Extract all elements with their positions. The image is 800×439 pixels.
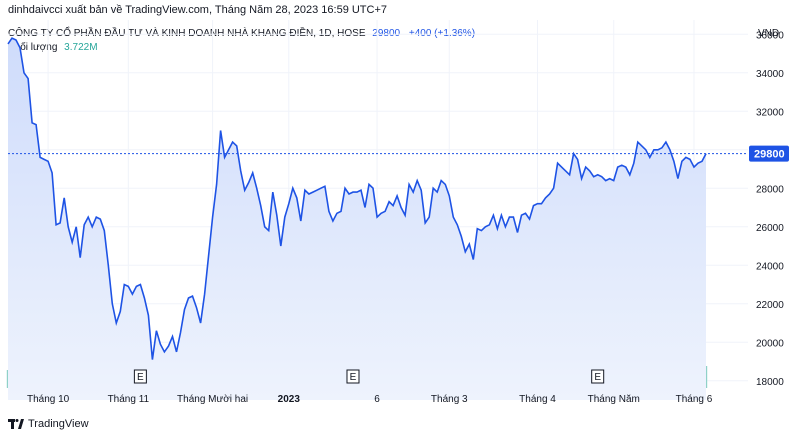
legend-last-price: 29800: [372, 28, 401, 39]
last-price-tag-bg: [749, 145, 789, 162]
price-line: [7, 37, 707, 360]
x-tick-label: Tháng 11: [108, 394, 150, 405]
y-tick-label: 20000: [756, 338, 784, 349]
x-tick-label: 6: [374, 394, 380, 405]
x-tick-label: Tháng Năm: [588, 394, 640, 405]
publisher-line: dinhdaivcci xuất bản về TradingView.com,…: [8, 4, 388, 16]
last-price-tag: 29800: [749, 145, 789, 162]
x-tick-label: Tháng 10: [27, 394, 70, 405]
y-axis-labels: 1800020000220002400026000280003000032000…: [756, 30, 784, 388]
last-price-tag-text: 29800: [754, 149, 785, 161]
y-tick-label: 22000: [756, 300, 784, 311]
symbol-name: CÔNG TY CỔ PHẦN ĐẦU TƯ VÀ KINH DOANH NHÀ…: [8, 28, 366, 39]
x-tick-label: Tháng 4: [519, 394, 556, 405]
earnings-marker-label: E: [594, 372, 601, 383]
x-axis-labels: Tháng 10 Tháng 11 Tháng Mười hai 2023 6 Tháng…: [27, 394, 713, 405]
y-tick-label: 28000: [756, 184, 784, 195]
price-area: [8, 38, 706, 400]
earnings-marker-box: [591, 369, 605, 384]
volume-value: 3.722M: [64, 42, 98, 53]
earnings-marker-label: E: [137, 372, 144, 383]
x-tick-label: Tháng 6: [676, 394, 713, 405]
x-tick-label: 2023: [278, 394, 301, 405]
y-tick-label: 24000: [756, 261, 784, 272]
volume-label: Khối lượng: [8, 42, 58, 53]
earnings-marker: E: [133, 369, 147, 384]
earnings-marker-box: [133, 369, 147, 384]
legend-change: +400 (+1.36%): [408, 28, 476, 39]
earnings-marker-box: [346, 369, 360, 384]
currency-label: VND: [758, 28, 780, 39]
tradingview-logo-icon: [8, 419, 24, 429]
y-tick-label: 26000: [756, 223, 784, 234]
earnings-marker-label: E: [350, 372, 357, 383]
y-tick-label: 36000: [756, 30, 784, 41]
x-tick-label: Tháng 3: [431, 394, 468, 405]
symbol-legend: CÔNG TY CỔ PHẦN ĐẦU TƯ VÀ KINH DOANH NHÀ…: [8, 28, 475, 39]
earnings-marker: E: [346, 369, 360, 384]
x-tick-label: Tháng Mười hai: [177, 394, 248, 405]
footer: TradingView: [8, 418, 89, 430]
volume-legend: Khối lượng 3.722M: [8, 42, 98, 53]
earnings-marker: E: [591, 369, 605, 384]
footer-brand: TradingView: [28, 418, 89, 430]
y-tick-label: 34000: [756, 69, 784, 80]
y-tick-label: 18000: [756, 377, 784, 388]
y-tick-label: 32000: [756, 107, 784, 118]
